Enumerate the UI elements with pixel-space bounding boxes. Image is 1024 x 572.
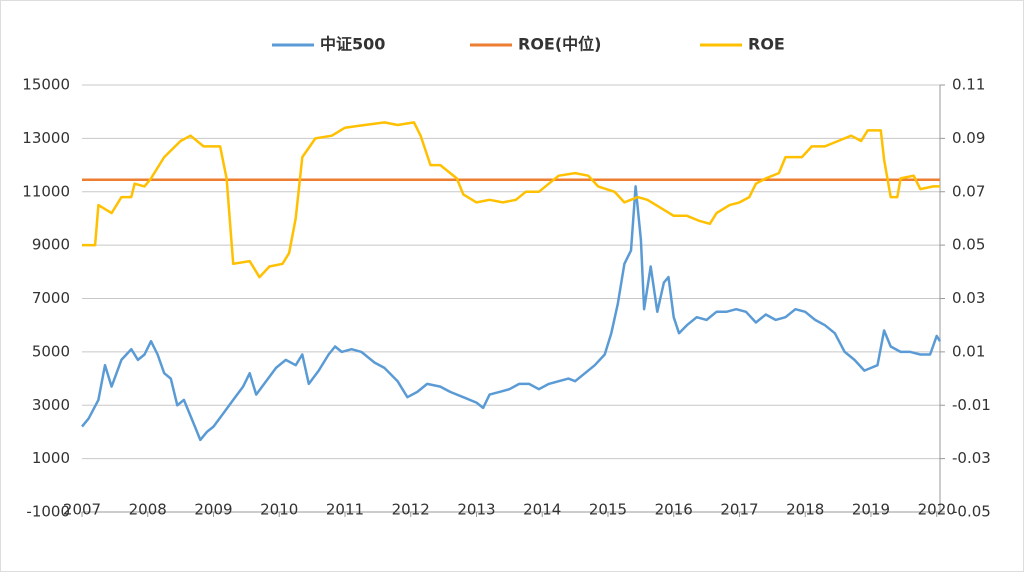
legend: 中证500 ROE(中位) ROE: [272, 35, 785, 54]
x-tick-label: 2008: [129, 501, 167, 519]
x-tick-label: 2018: [786, 501, 824, 519]
y2-tick-label: 0.07: [952, 182, 985, 200]
y-tick-label: 3000: [32, 396, 70, 414]
y-tick-label: -1000: [26, 503, 70, 521]
x-tick-label: 2015: [589, 501, 627, 519]
x-tick-label: 2012: [392, 501, 430, 519]
y-tick-label: 1000: [32, 449, 70, 467]
x-tick-label: 2016: [655, 501, 693, 519]
series-line: [82, 121, 940, 279]
x-tick-label: 2007: [63, 501, 101, 519]
legend-label: 中证500: [320, 35, 385, 54]
x-tick-label: 2014: [523, 501, 561, 519]
y-tick-label: 15000: [22, 76, 70, 94]
y2-tick-label: 0.09: [952, 129, 985, 147]
y-tick-label: 5000: [32, 342, 70, 360]
y2-tick-label: -0.05: [952, 503, 991, 521]
y-tick-label: 9000: [32, 236, 70, 254]
x-tick-label: 2017: [720, 501, 758, 519]
y-tick-label: 11000: [22, 182, 70, 200]
x-tick-label: 2019: [852, 501, 890, 519]
series-line: [81, 185, 942, 442]
y2-tick-label: 0.03: [952, 289, 985, 307]
x-tick-label: 2020: [918, 501, 956, 519]
x-tick-label: 2010: [260, 501, 298, 519]
legend-label: ROE(中位): [518, 35, 601, 54]
y2-tick-label: -0.03: [952, 449, 991, 467]
y-tick-label: 13000: [22, 129, 70, 147]
y2-tick-label: 0.01: [952, 342, 985, 360]
y2-tick-label: 0.11: [952, 76, 985, 94]
y2-tick-label: -0.01: [952, 396, 991, 414]
y2-tick-label: 0.05: [952, 236, 985, 254]
x-tick-label: 2013: [457, 501, 495, 519]
legend-label: ROE: [748, 35, 785, 54]
x-tick-label: 2009: [194, 501, 232, 519]
x-tick-label: 2011: [326, 501, 364, 519]
y-tick-label: 7000: [32, 289, 70, 307]
